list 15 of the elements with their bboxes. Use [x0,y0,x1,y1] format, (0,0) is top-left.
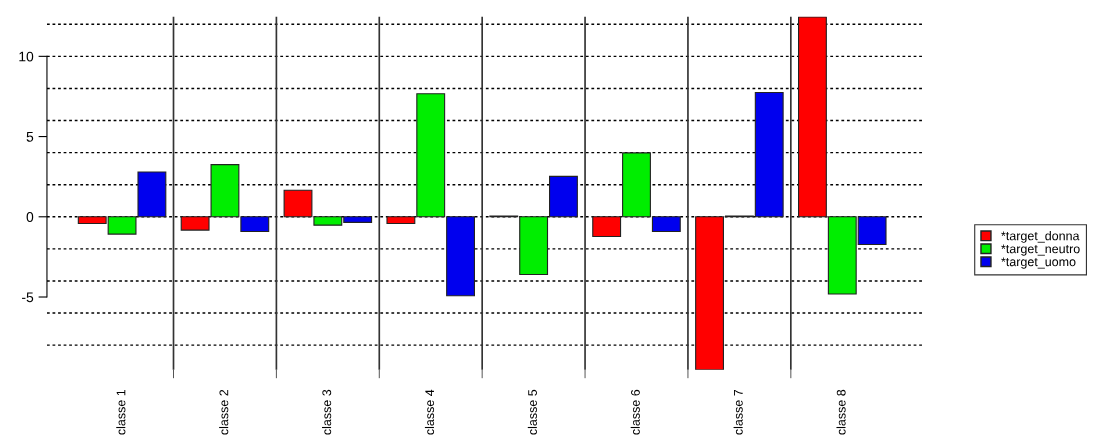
x-tick-label: classe 5 [527,389,537,435]
x-tick-label: classe 6 [630,389,640,435]
x-tick-label: classe 1 [116,389,126,435]
legend-label: *target_uomo [1001,257,1076,269]
y-tick-label: 5 [26,132,34,142]
x-tick-label: classe 4 [424,389,435,435]
x-tick-label: classe 8 [836,389,846,435]
legend-label: *target_neutro [1001,244,1080,256]
x-tick-label: classe 2 [219,389,229,435]
legend-label: *target_donna [1001,231,1080,243]
x-tick-label: classe 3 [322,389,332,435]
y-tick-label: 0 [26,212,34,222]
y-tick-label: 10 [19,51,34,62]
y-tick-label: -5 [22,292,34,303]
x-tick-label: classe 7 [733,389,743,435]
